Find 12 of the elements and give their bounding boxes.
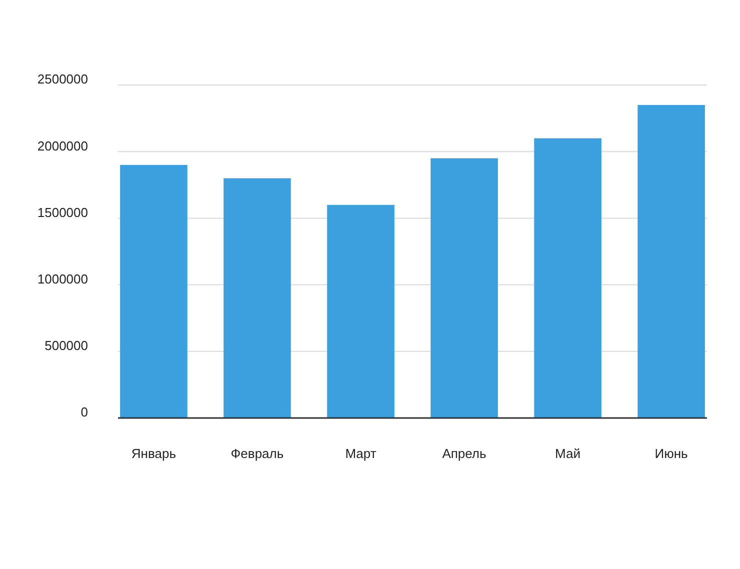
y-tick-label: 0	[80, 404, 88, 420]
y-tick-label: 2000000	[37, 138, 88, 154]
y-tick-label: 1000000	[37, 272, 88, 286]
x-tick-label: Апрель	[442, 446, 487, 461]
x-tick-label: Март	[345, 446, 376, 461]
x-tick-label: Январь	[131, 446, 176, 461]
y-tick-label: 500000	[44, 338, 88, 354]
x-tick-label: Февраль	[230, 446, 284, 461]
x-tick-label: Июнь	[654, 446, 688, 461]
y-tick-label: 2500000	[37, 72, 88, 87]
y-tick-label: 1500000	[37, 204, 88, 220]
x-tick-label: Май	[555, 446, 581, 461]
